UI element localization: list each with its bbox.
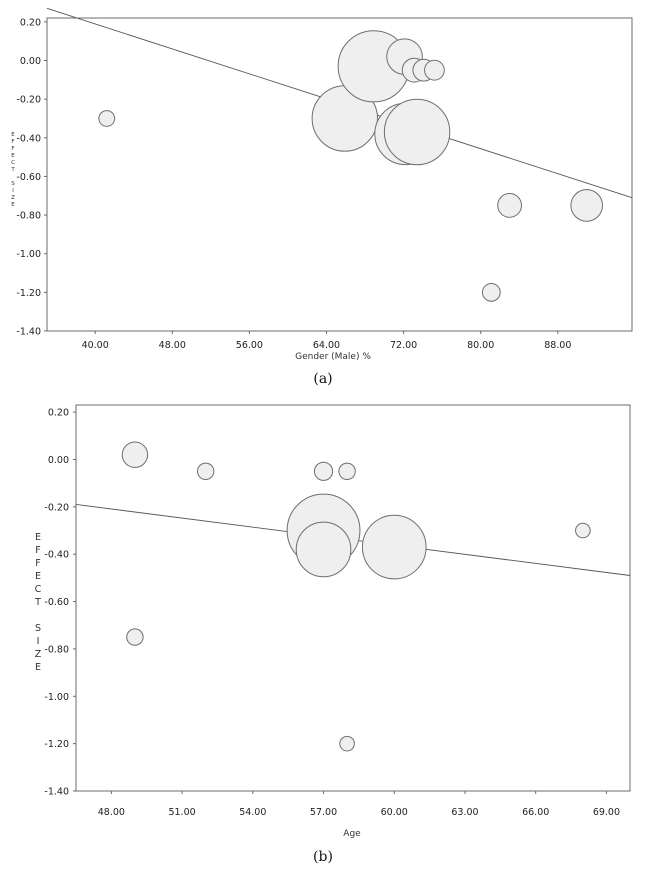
y-axis-label-letter-a: E xyxy=(11,153,15,159)
y-tick-label-b: -1.00 xyxy=(44,692,69,703)
study-bubble-b xyxy=(295,521,352,578)
study-bubble-a xyxy=(570,189,604,222)
study-bubble-a xyxy=(481,282,501,302)
plot-frame-b xyxy=(75,404,631,792)
y-tick-label-b: -1.40 xyxy=(44,787,69,798)
x-tick-label-b: 57.00 xyxy=(310,807,337,818)
panel-b: 0.20 0.00 -0.20 -0.40 -0.60 -0.80 -1.00 -1.20 -1… xyxy=(34,404,631,865)
y-axis-label-letter-b: E xyxy=(35,571,41,582)
y-tick-label-b: 0.00 xyxy=(48,455,69,466)
panel-a: 0.20 0.00 -0.20 -0.40 -0.60 -0.80 -1.00 -1.20 -1… xyxy=(10,7,633,387)
x-axis-label-b: Age xyxy=(343,829,361,839)
study-bubble-b xyxy=(196,462,215,481)
y-axis-label-letter-b: E xyxy=(35,662,41,673)
study-bubble-b xyxy=(121,441,149,468)
y-axis-label-letter-b: E xyxy=(35,532,41,543)
y-tick-label-a: -1.20 xyxy=(16,288,41,299)
y-axis-label-letter-b: F xyxy=(35,545,40,556)
y-axis-label-letter-a: Z xyxy=(11,195,15,201)
x-tick-label-b: 63.00 xyxy=(451,807,478,818)
y-axis-label-letter-b: F xyxy=(35,558,40,569)
y-tick-label-a: -1.40 xyxy=(16,327,41,338)
study-bubble-a xyxy=(497,193,523,218)
study-bubble-b xyxy=(339,735,355,752)
y-tick-label-a: 0.00 xyxy=(20,56,41,67)
y-axis-label-letter-b: T xyxy=(34,597,41,608)
x-tick-label-b: 48.00 xyxy=(98,807,125,818)
y-tick-label-b: -0.20 xyxy=(44,502,69,513)
y-axis-label-letter-b: C xyxy=(35,584,42,595)
caption-a: (a) xyxy=(313,371,332,387)
study-bubble-a xyxy=(424,59,445,81)
x-axis-label-a: Gender (Male) % xyxy=(295,352,371,362)
x-tick-label-a: 72.00 xyxy=(390,340,417,351)
x-tick-label-a: 40.00 xyxy=(82,340,109,351)
y-axis-label-letter-b: S xyxy=(35,623,41,634)
y-tick-label-b: -1.20 xyxy=(44,739,69,750)
x-tick-label-a: 88.00 xyxy=(544,340,571,351)
y-tick-label-b: 0.20 xyxy=(48,408,69,419)
y-tick-label-a: -0.20 xyxy=(16,95,41,106)
x-tick-label-b: 51.00 xyxy=(168,807,195,818)
y-tick-label-b: -0.40 xyxy=(44,550,69,561)
y-tick-label-a: -0.80 xyxy=(16,211,41,222)
x-tick-label-a: 56.00 xyxy=(236,340,263,351)
study-bubble-b xyxy=(313,461,334,481)
y-axis-label-letter-a: S xyxy=(11,181,15,187)
y-tick-label-a: -0.60 xyxy=(16,172,41,183)
y-axis-label-letter-b: Z xyxy=(35,649,42,660)
x-tick-label-b: 54.00 xyxy=(239,807,266,818)
y-axis-label-letter-b: I xyxy=(37,636,40,647)
y-axis-label-letter-a: C xyxy=(11,160,15,166)
x-tick-label-a: 80.00 xyxy=(467,340,494,351)
x-tick-label-a: 64.00 xyxy=(313,340,340,351)
y-tick-label-a: 0.20 xyxy=(20,17,41,28)
y-axis-label-letter-a: E xyxy=(11,202,15,208)
y-axis-label-letter-a: E xyxy=(11,132,15,138)
x-tick-label-b: 69.00 xyxy=(593,807,620,818)
y-axis-label-letter-a: I xyxy=(12,188,14,194)
y-axis-label-letter-a: F xyxy=(11,146,14,152)
plot-frame-a xyxy=(46,17,633,332)
y-axis-label-letter-a: F xyxy=(11,139,14,145)
y-tick-label-a: -0.40 xyxy=(16,133,41,144)
study-bubble-a xyxy=(98,110,116,127)
y-tick-label-a: -1.00 xyxy=(16,249,41,260)
y-axis-label-letter-a: T xyxy=(10,167,15,173)
x-tick-label-b: 60.00 xyxy=(381,807,408,818)
study-bubble-a xyxy=(383,98,451,166)
x-tick-label-b: 66.00 xyxy=(522,807,549,818)
study-bubble-b xyxy=(338,462,356,481)
x-tick-label-a: 48.00 xyxy=(159,340,186,351)
study-bubble-b xyxy=(575,522,591,539)
y-tick-label-b: -0.80 xyxy=(44,644,69,655)
caption-b: (b) xyxy=(313,849,333,865)
y-tick-label-b: -0.60 xyxy=(44,597,69,608)
study-bubble-b xyxy=(361,514,427,580)
study-bubble-b xyxy=(126,628,144,646)
